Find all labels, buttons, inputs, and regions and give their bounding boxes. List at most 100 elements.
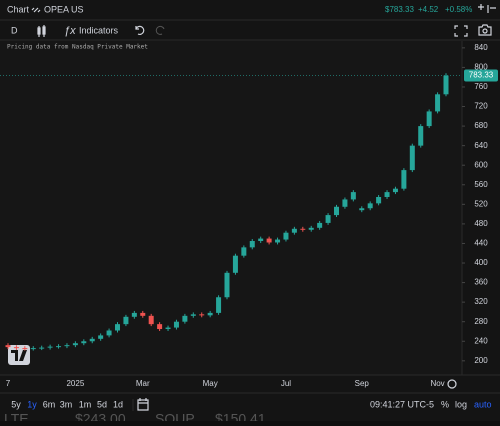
percent-toggle[interactable]: % — [441, 399, 449, 409]
candle-body — [22, 348, 28, 350]
fullscreen[interactable] — [454, 25, 468, 37]
ticker-price: $150.41 — [215, 411, 266, 421]
ticker-symbol: SOUP — [155, 411, 195, 421]
candle-body — [308, 227, 314, 230]
y-tick-label: 680 — [474, 121, 488, 130]
x-tick-label: 2025 — [66, 379, 84, 388]
x-tick-label: Jul — [281, 379, 291, 388]
symbol: OPEA US — [44, 4, 84, 14]
candle-body — [148, 315, 154, 325]
y-tick-label: 520 — [474, 199, 488, 208]
y-tick-label: 720 — [474, 102, 488, 111]
candle-body — [241, 247, 247, 256]
candle-body — [72, 343, 78, 346]
range-button[interactable]: 3m — [60, 399, 73, 409]
range-button[interactable]: 5d — [97, 399, 107, 409]
x-tick-label: 7 — [6, 379, 11, 388]
y-tick-label: 800 — [474, 63, 488, 72]
candle-body — [173, 321, 179, 328]
y-tick-label: 600 — [474, 160, 488, 169]
candle-body — [291, 228, 297, 233]
logo-mark — [11, 350, 27, 361]
candle-body — [401, 170, 407, 189]
candle-body — [224, 272, 230, 298]
candle-body — [123, 316, 129, 325]
candle-body — [64, 345, 70, 347]
header-fade — [474, 0, 500, 20]
candle-body — [207, 312, 213, 316]
candle-body — [426, 111, 432, 127]
y-tick-label: 640 — [474, 141, 488, 150]
x-tick-label: Sep — [355, 379, 370, 388]
range-button[interactable]: 1y — [27, 399, 37, 409]
candle-body — [190, 314, 196, 316]
candle-body — [56, 346, 62, 348]
snapshot-lens — [482, 28, 488, 34]
candle-body — [140, 312, 146, 316]
range-button[interactable]: 1d — [113, 399, 123, 409]
x-tick-label: May — [203, 379, 218, 388]
last-price-box — [464, 69, 498, 82]
range-button[interactable]: 6m — [43, 399, 56, 409]
date-range-icon[interactable] — [137, 398, 149, 411]
undo[interactable] — [135, 25, 145, 35]
snapshot[interactable] — [478, 24, 492, 36]
candle-body — [384, 192, 390, 197]
clock: 09:41:27 UTC-5 — [370, 399, 434, 409]
candle-body — [216, 297, 222, 313]
y-tick-label: 480 — [474, 219, 488, 228]
ticker-price: $243.00 — [75, 411, 126, 421]
y-tick-label: 840 — [474, 43, 488, 52]
plot-area — [0, 41, 462, 375]
x-tick-label: Mar — [136, 379, 150, 388]
logo[interactable] — [8, 345, 30, 365]
candle-body — [325, 215, 331, 223]
x-tick-label: Nov — [430, 379, 444, 388]
indicators[interactable]: Indicators — [79, 25, 119, 35]
candle-body — [258, 238, 264, 242]
y-tick-label: 760 — [474, 82, 488, 91]
header-change: +4.52 — [418, 5, 439, 14]
candle-body — [443, 75, 449, 95]
candle-body — [409, 145, 415, 171]
chart-type-icon[interactable] — [37, 25, 46, 37]
candle-body — [435, 94, 441, 112]
redo[interactable] — [155, 25, 165, 35]
candle-body — [131, 312, 137, 317]
y-tick-label: 200 — [474, 356, 488, 365]
candle-body — [81, 341, 87, 344]
candle-body — [300, 228, 306, 230]
header-price: $783.33 — [385, 5, 414, 14]
source-note: Pricing data from Nasdaq Private Market — [7, 44, 148, 51]
link-icon — [31, 7, 41, 13]
candle-body — [106, 330, 112, 336]
candle-body — [30, 348, 36, 350]
range-button[interactable]: 1m — [79, 399, 92, 409]
candle-body — [317, 222, 323, 228]
y-tick-label: 440 — [474, 239, 488, 248]
candle-body — [418, 126, 424, 146]
candle-body — [334, 206, 339, 216]
interval[interactable]: D — [11, 25, 18, 35]
candle-body — [5, 345, 11, 348]
y-tick-label: 280 — [474, 317, 488, 326]
candle-body — [157, 324, 163, 330]
candle-body — [47, 346, 53, 348]
y-tick-label: 560 — [474, 180, 488, 189]
candle-body — [359, 208, 365, 211]
log-toggle[interactable]: log — [455, 399, 467, 409]
settings[interactable] — [447, 379, 457, 389]
y-tick-label: 240 — [474, 336, 488, 345]
candle-body — [275, 239, 281, 243]
y-tick-label: 400 — [474, 258, 488, 267]
header-icons[interactable] — [478, 4, 496, 13]
y-tick-label: 320 — [474, 297, 488, 306]
auto-toggle[interactable]: auto — [474, 399, 492, 409]
candle-body — [13, 347, 19, 349]
candle-body — [165, 327, 171, 330]
range-button[interactable]: 5y — [11, 399, 21, 409]
fx-icon[interactable]: ƒx — [64, 25, 76, 37]
ticker-symbol: LTE — [4, 411, 29, 421]
